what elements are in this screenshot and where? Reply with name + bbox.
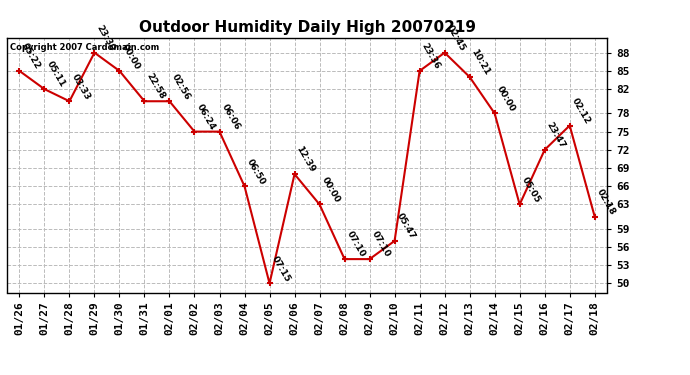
- Text: 05:05: 05:05: [520, 176, 542, 204]
- Text: Copyright 2007 Cardomain.com: Copyright 2007 Cardomain.com: [10, 43, 159, 52]
- Text: 05:22: 05:22: [19, 42, 41, 71]
- Text: 07:15: 07:15: [270, 254, 292, 284]
- Text: 06:06: 06:06: [219, 102, 242, 132]
- Text: 02:56: 02:56: [170, 72, 192, 101]
- Text: 05:47: 05:47: [395, 211, 417, 241]
- Text: 02:45: 02:45: [444, 23, 466, 52]
- Text: 10:21: 10:21: [470, 48, 492, 77]
- Text: 23:36: 23:36: [420, 42, 442, 71]
- Text: 06:50: 06:50: [244, 157, 266, 186]
- Text: 03:33: 03:33: [70, 72, 92, 101]
- Text: 05:11: 05:11: [44, 60, 66, 89]
- Text: 00:00: 00:00: [119, 42, 141, 71]
- Text: 23:30: 23:30: [95, 24, 117, 52]
- Text: 07:10: 07:10: [344, 230, 366, 259]
- Text: 22:58: 22:58: [144, 72, 166, 101]
- Text: 06:24: 06:24: [195, 102, 217, 132]
- Text: 07:10: 07:10: [370, 230, 392, 259]
- Text: 02:12: 02:12: [570, 96, 592, 126]
- Text: 12:39: 12:39: [295, 145, 317, 174]
- Text: 23:47: 23:47: [544, 120, 567, 150]
- Title: Outdoor Humidity Daily High 20070219: Outdoor Humidity Daily High 20070219: [139, 20, 475, 35]
- Text: 00:00: 00:00: [319, 176, 342, 204]
- Text: 00:00: 00:00: [495, 84, 517, 113]
- Text: 02:18: 02:18: [595, 188, 617, 217]
